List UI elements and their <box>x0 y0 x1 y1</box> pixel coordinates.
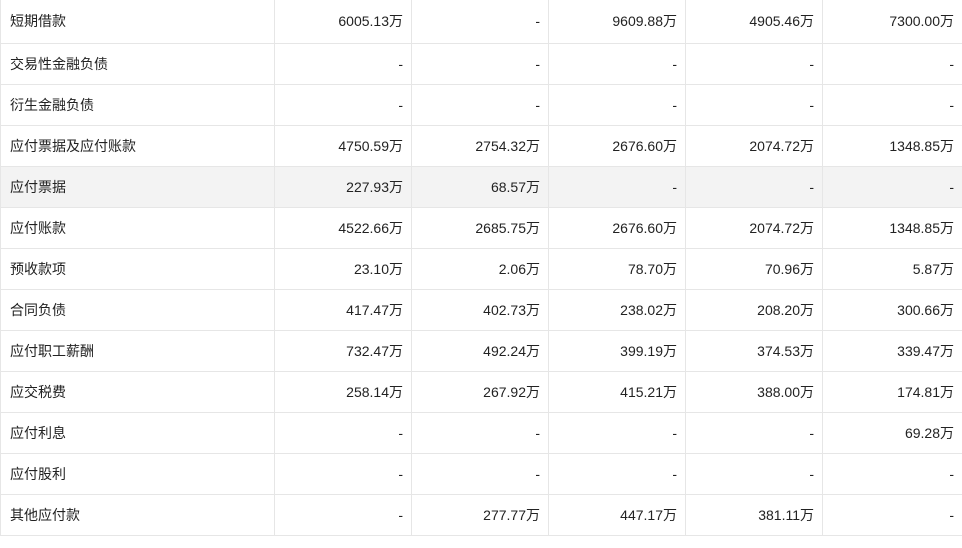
table-cell: 23.10万 <box>274 248 412 290</box>
table-cell: 402.73万 <box>411 289 549 331</box>
table-row-accounts-payable: 应付账款 4522.66万 2685.75万 2676.60万 2074.72万… <box>0 207 962 249</box>
table-cell: 6005.13万 <box>274 0 412 44</box>
row-label: 交易性金融负债 <box>0 43 275 85</box>
table-cell: 447.17万 <box>548 494 686 536</box>
table-cell: 2074.72万 <box>685 125 823 167</box>
table-cell: 267.92万 <box>411 371 549 413</box>
table-cell: 732.47万 <box>274 330 412 372</box>
table-cell: - <box>548 453 686 495</box>
table-cell: - <box>411 84 549 126</box>
table-cell: 381.11万 <box>685 494 823 536</box>
table-cell: 9609.88万 <box>548 0 686 44</box>
table-cell: 492.24万 <box>411 330 549 372</box>
table-cell: - <box>822 494 962 536</box>
table-row-notes-payable: 应付票据 227.93万 68.57万 - - - <box>0 166 962 208</box>
table-row-contract-liabilities: 合同负债 417.47万 402.73万 238.02万 208.20万 300… <box>0 289 962 331</box>
table-cell: - <box>548 84 686 126</box>
table-cell: 78.70万 <box>548 248 686 290</box>
table-cell: - <box>411 0 549 44</box>
row-label: 衍生金融负债 <box>0 84 275 126</box>
table-cell: - <box>548 43 686 85</box>
table-cell: 69.28万 <box>822 412 962 454</box>
balance-sheet-liabilities-table: 短期借款 6005.13万 - 9609.88万 4905.46万 7300.0… <box>0 0 962 536</box>
table-row-short-term-borrowings: 短期借款 6005.13万 - 9609.88万 4905.46万 7300.0… <box>0 0 962 44</box>
row-label: 应付票据及应付账款 <box>0 125 275 167</box>
row-label: 应付职工薪酬 <box>0 330 275 372</box>
table-cell: 2754.32万 <box>411 125 549 167</box>
table-cell: 4522.66万 <box>274 207 412 249</box>
table-row-dividends-payable: 应付股利 - - - - - <box>0 453 962 495</box>
row-label: 合同负债 <box>0 289 275 331</box>
row-label: 其他应付款 <box>0 494 275 536</box>
table-cell: - <box>274 84 412 126</box>
table-cell: - <box>685 43 823 85</box>
table-row-trading-financial-liabilities: 交易性金融负债 - - - - - <box>0 43 962 85</box>
table-cell: - <box>548 412 686 454</box>
table-cell: - <box>822 453 962 495</box>
table-cell: 374.53万 <box>685 330 823 372</box>
table-body: 短期借款 6005.13万 - 9609.88万 4905.46万 7300.0… <box>0 0 962 536</box>
table-cell: 174.81万 <box>822 371 962 413</box>
table-cell: - <box>274 412 412 454</box>
table-cell: - <box>685 412 823 454</box>
table-cell: 258.14万 <box>274 371 412 413</box>
table-row-other-payables: 其他应付款 - 277.77万 447.17万 381.11万 - <box>0 494 962 536</box>
table-cell: 417.47万 <box>274 289 412 331</box>
table-cell: 5.87万 <box>822 248 962 290</box>
table-cell: - <box>685 453 823 495</box>
table-cell: - <box>411 453 549 495</box>
table-row-derivative-financial-liabilities: 衍生金融负债 - - - - - <box>0 84 962 126</box>
table-row-interest-payable: 应付利息 - - - - 69.28万 <box>0 412 962 454</box>
table-cell: 227.93万 <box>274 166 412 208</box>
row-label: 应交税费 <box>0 371 275 413</box>
row-label: 应付票据 <box>0 166 275 208</box>
table-cell: - <box>822 43 962 85</box>
table-cell: - <box>822 166 962 208</box>
table-cell: 238.02万 <box>548 289 686 331</box>
table-cell: 415.21万 <box>548 371 686 413</box>
table-cell: 388.00万 <box>685 371 823 413</box>
table-cell: - <box>274 43 412 85</box>
table-row-advance-receipts: 预收款项 23.10万 2.06万 78.70万 70.96万 5.87万 <box>0 248 962 290</box>
table-row-taxes-payable: 应交税费 258.14万 267.92万 415.21万 388.00万 174… <box>0 371 962 413</box>
row-label: 应付股利 <box>0 453 275 495</box>
table-cell: - <box>411 412 549 454</box>
table-cell: 208.20万 <box>685 289 823 331</box>
table-cell: 68.57万 <box>411 166 549 208</box>
table-cell: - <box>685 166 823 208</box>
table-cell: 339.47万 <box>822 330 962 372</box>
row-label: 应付利息 <box>0 412 275 454</box>
table-cell: 2.06万 <box>411 248 549 290</box>
table-cell: 399.19万 <box>548 330 686 372</box>
table-cell: 7300.00万 <box>822 0 962 44</box>
table-cell: 300.66万 <box>822 289 962 331</box>
table-row-notes-and-accounts-payable: 应付票据及应付账款 4750.59万 2754.32万 2676.60万 207… <box>0 125 962 167</box>
table-cell: - <box>822 84 962 126</box>
table-cell: 1348.85万 <box>822 125 962 167</box>
row-label: 预收款项 <box>0 248 275 290</box>
table-cell: - <box>274 494 412 536</box>
table-cell: 2685.75万 <box>411 207 549 249</box>
row-label: 短期借款 <box>0 0 275 44</box>
table-cell: 4750.59万 <box>274 125 412 167</box>
row-label: 应付账款 <box>0 207 275 249</box>
table-cell: - <box>685 84 823 126</box>
table-cell: 4905.46万 <box>685 0 823 44</box>
table-cell: 2676.60万 <box>548 125 686 167</box>
table-cell: - <box>274 453 412 495</box>
table-row-employee-compensation-payable: 应付职工薪酬 732.47万 492.24万 399.19万 374.53万 3… <box>0 330 962 372</box>
table-cell: 277.77万 <box>411 494 549 536</box>
table-cell: 1348.85万 <box>822 207 962 249</box>
table-cell: 70.96万 <box>685 248 823 290</box>
table-cell: - <box>411 43 549 85</box>
table-cell: 2074.72万 <box>685 207 823 249</box>
table-cell: 2676.60万 <box>548 207 686 249</box>
table-cell: - <box>548 166 686 208</box>
